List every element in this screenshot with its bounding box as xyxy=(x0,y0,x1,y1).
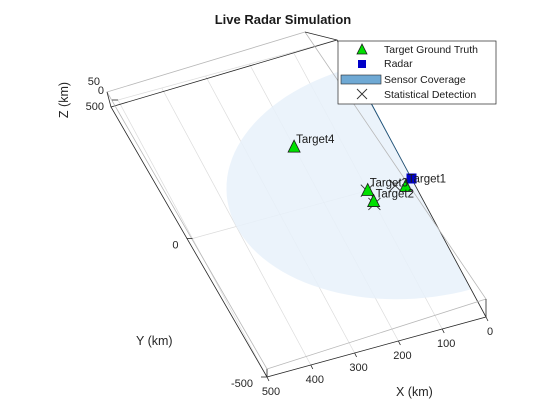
legend-entry-ground-truth: Target Ground Truth xyxy=(356,43,478,56)
x-tick-mark-2 xyxy=(398,340,401,346)
chart-title: Live Radar Simulation xyxy=(215,12,352,27)
legend-triangle-icon xyxy=(356,43,368,55)
detection-mark-2 xyxy=(388,179,402,192)
target-mark-1 xyxy=(367,193,381,207)
z-tick-label-0: 0 xyxy=(98,85,104,97)
y-tick-label-2: 500 xyxy=(86,101,104,113)
x-tick-label-0: 0 xyxy=(487,326,493,338)
target-label-3: Target4 xyxy=(296,134,335,146)
x-tick-mark-4 xyxy=(310,364,314,370)
grid-line-y-2 xyxy=(117,39,338,101)
legend: Target Ground Truth Radar Sensor Coverag… xyxy=(337,40,497,105)
x-axis-label: X (km) xyxy=(396,385,433,399)
target-label-0: Target1 xyxy=(408,173,446,185)
x-tick-mark-1 xyxy=(441,328,445,334)
x-tick-label-2: 200 xyxy=(393,350,411,362)
x-tick-mark-5 xyxy=(266,376,270,382)
axes-box xyxy=(106,31,487,378)
target-mark-2 xyxy=(361,182,375,196)
axes-vertical-edge-far xyxy=(304,31,338,41)
z-tick-label-1: 50 xyxy=(88,76,100,88)
legend-x-icon xyxy=(356,88,368,100)
legend-label-ground-truth: Target Ground Truth xyxy=(384,44,478,56)
x-tick-mark-3 xyxy=(354,352,357,358)
legend-label-coverage: Sensor Coverage xyxy=(384,74,466,86)
target-mark-3 xyxy=(287,139,301,153)
legend-entry-coverage: Sensor Coverage xyxy=(340,74,466,86)
x-tick-label-1: 100 xyxy=(437,338,455,350)
legend-entry-radar: Radar xyxy=(358,58,413,70)
radar-mark xyxy=(406,173,417,184)
legend-square-icon xyxy=(358,60,366,68)
target-mark-0 xyxy=(399,178,413,192)
z-axis-label: Z (km) xyxy=(57,82,71,118)
legend-patch-icon xyxy=(340,74,382,85)
legend-label-detection: Statistical Detection xyxy=(384,89,476,101)
y-tick-label-0: -500 xyxy=(231,378,253,390)
x-tick-mark-0 xyxy=(485,316,489,322)
axes-vertical-edge-back xyxy=(106,91,112,108)
y-axis-label: Y (km) xyxy=(136,334,173,348)
coverage-area xyxy=(226,67,472,300)
legend-label-radar: Radar xyxy=(384,58,413,70)
x-tick-label-3: 300 xyxy=(349,362,367,374)
x-tick-label-5: 500 xyxy=(262,386,280,398)
x-tick-label-4: 400 xyxy=(306,374,324,386)
target-label-2: Target3 xyxy=(370,178,408,190)
y-tick-label-1: 0 xyxy=(172,240,178,252)
target-label-1: Target2 xyxy=(376,189,414,201)
legend-entry-detection: Statistical Detection xyxy=(356,88,476,101)
